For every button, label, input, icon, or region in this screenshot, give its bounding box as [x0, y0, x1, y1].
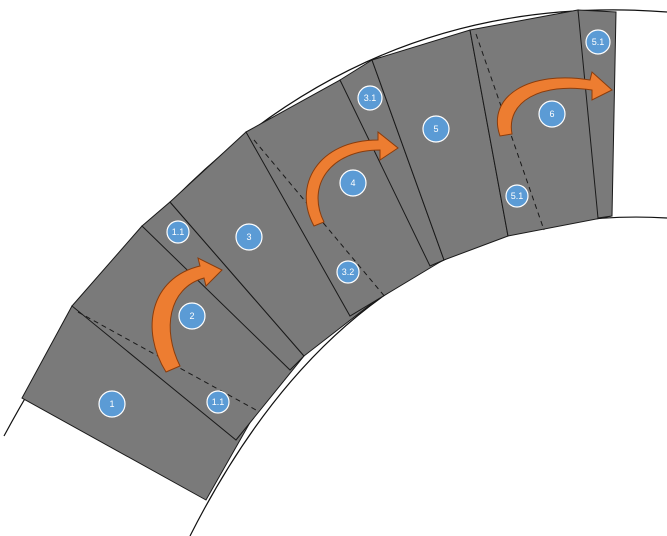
badge-3-2: 3.2 [336, 260, 360, 284]
badge-6: 6 [538, 100, 566, 128]
panel-5-1-strip [577, 9, 617, 219]
badge-2-label: 2 [189, 311, 194, 321]
badge-5: 5 [422, 115, 450, 143]
badge-3-1-label: 3.1 [364, 93, 377, 103]
badge-1-label: 1 [109, 399, 114, 409]
badge-5-1-lower-label: 5.1 [511, 191, 524, 201]
badge-5-1-upper-label: 5.1 [592, 37, 605, 47]
badge-3-label: 3 [246, 232, 251, 242]
badge-1: 1 [98, 390, 126, 418]
fold-arrow-1 [151, 257, 223, 373]
badge-1-1-upper-label: 1.1 [172, 227, 185, 237]
badge-4-label: 4 [350, 178, 355, 188]
badge-3: 3 [235, 223, 263, 251]
badge-3-2-label: 3.2 [342, 267, 355, 277]
badge-1-1-lower: 1.1 [206, 390, 230, 414]
badge-3-1: 3.1 [357, 85, 383, 111]
fold-arrow-3 [497, 71, 613, 137]
badge-1-1-upper: 1.1 [166, 220, 190, 244]
badge-5-label: 5 [433, 124, 438, 134]
fold-arrow-2 [305, 130, 399, 227]
badge-2: 2 [178, 302, 206, 330]
badge-5-1-upper: 5.1 [585, 29, 611, 55]
badge-1-1-lower-label: 1.1 [212, 397, 225, 407]
badge-6-label: 6 [549, 109, 554, 119]
badge-4: 4 [339, 169, 367, 197]
badge-5-1-lower: 5.1 [505, 184, 529, 208]
